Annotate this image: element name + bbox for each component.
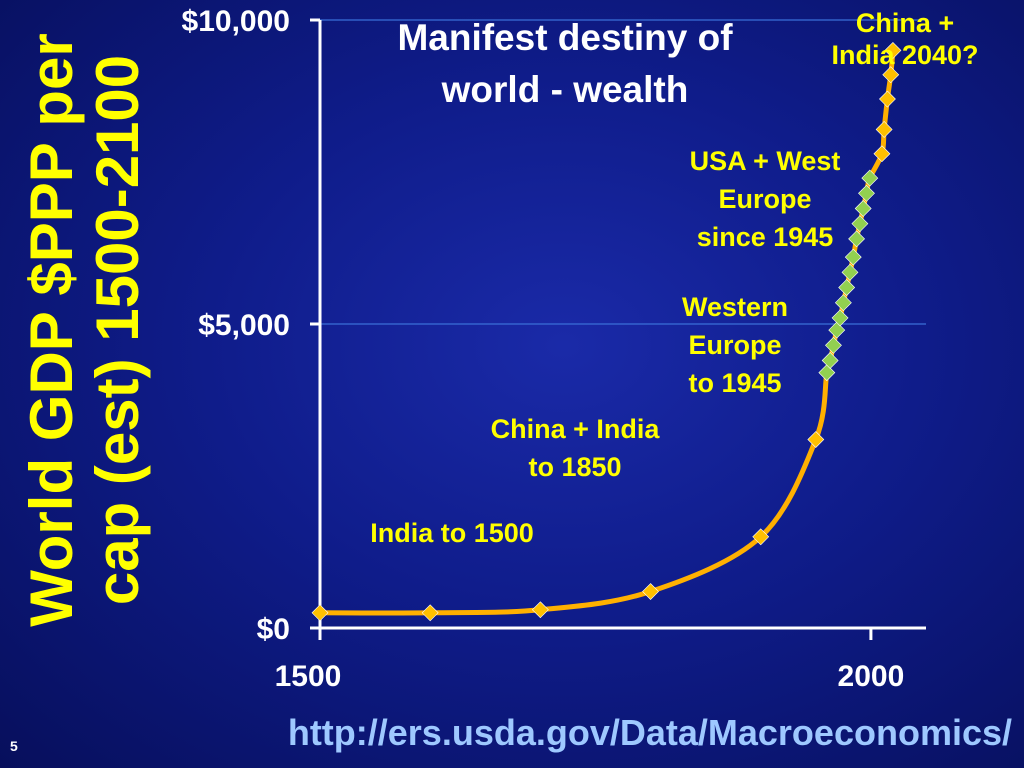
annotation-4-line-0: India to 1500 [370, 518, 534, 548]
x-ticks: 1500 2000 [275, 628, 905, 693]
data-point-s1-2 [825, 336, 842, 354]
data-point-s1-0 [818, 364, 836, 382]
slide-number: 5 [10, 738, 18, 754]
data-point-s1-4 [831, 309, 849, 327]
chart-title-line-2: world - wealth [441, 69, 689, 110]
data-point-s1-13 [861, 169, 879, 187]
data-point-s0-5 [807, 431, 825, 448]
x-tick-label-1: 2000 [838, 660, 905, 693]
annotation-2: Western Europe to 1945 [682, 292, 788, 398]
annotation-0: China + India 2040? [831, 8, 978, 70]
annotation-1-line-2: since 1945 [697, 222, 834, 252]
gridlines [320, 19, 926, 325]
data-point-s1-1 [821, 352, 839, 369]
data-point-s1-8 [844, 248, 862, 266]
annotation-3-line-0: China + India [491, 414, 661, 444]
data-point-s1-9 [848, 230, 866, 248]
source-url-link[interactable]: http://ers.usda.gov/Data/Macroeconomics/ [287, 712, 1012, 753]
data-point-s1-12 [858, 184, 875, 202]
data-point-s1-6 [838, 279, 856, 296]
annotation-3: China + India to 1850 [491, 414, 661, 482]
y-ticks: $0 $5,000 $10,000 [182, 5, 320, 646]
x-tick-label-0: 1500 [275, 660, 342, 693]
data-point-s0-0 [311, 604, 329, 622]
annotation-4: India to 1500 [370, 518, 534, 548]
annotation-2-line-2: to 1945 [688, 368, 781, 398]
y-tick-label-2: $10,000 [182, 5, 290, 38]
data-point-s0-3 [642, 583, 659, 600]
annotations: China + India 2040? USA + West Europe since … [370, 8, 978, 548]
annotation-3-line-1: to 1850 [528, 452, 621, 482]
data-point-s0-9 [882, 66, 900, 84]
annotation-1-line-0: USA + West [690, 146, 841, 176]
annotation-2-line-0: Western [682, 292, 788, 322]
annotation-1: USA + West Europe since 1945 [690, 146, 841, 252]
data-point-s0-6 [873, 145, 891, 163]
data-point-s0-10 [884, 41, 902, 59]
data-point-s0-7 [875, 121, 893, 138]
chart-title-line-1: Manifest destiny of [397, 17, 733, 58]
data-point-s0-1 [421, 604, 439, 622]
data-point-s0-2 [531, 601, 549, 619]
data-point-s1-10 [851, 215, 869, 233]
data-point-s0-4 [752, 528, 770, 546]
annotation-0-line-0: China + [856, 8, 954, 38]
annotation-2-line-1: Europe [688, 330, 781, 360]
data-point-s1-11 [854, 200, 872, 217]
annotation-0-line-1: India 2040? [831, 40, 978, 70]
annotation-1-line-1: Europe [718, 184, 811, 214]
y-tick-label-0: $0 [257, 613, 290, 646]
data-point-s1-5 [834, 294, 852, 312]
data-markers [311, 41, 902, 622]
data-point-s1-3 [828, 321, 846, 339]
y-tick-label-1: $5,000 [198, 309, 290, 342]
data-point-s0-8 [879, 90, 896, 108]
data-point-s1-7 [841, 263, 859, 281]
